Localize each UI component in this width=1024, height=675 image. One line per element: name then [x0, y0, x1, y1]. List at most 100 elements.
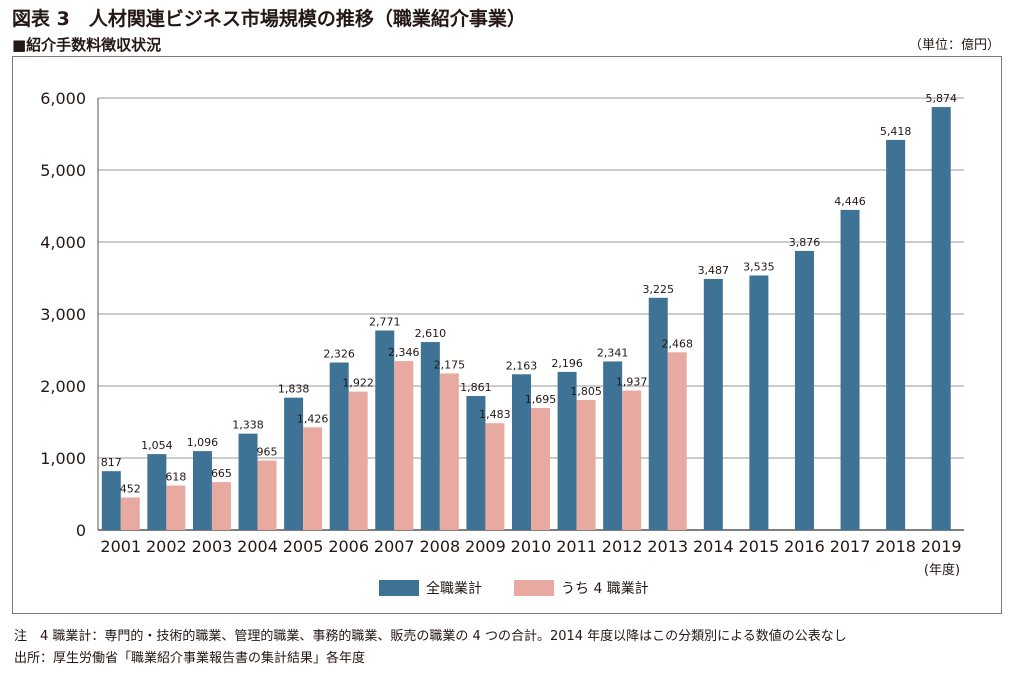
- bar-four-2008: [439, 373, 459, 530]
- x-tick-label: 2016: [784, 537, 825, 556]
- bar-all-2002: [147, 454, 167, 530]
- data-label-four: 665: [211, 467, 232, 480]
- data-label-four: 1,426: [297, 412, 329, 425]
- data-label-all: 2,341: [597, 346, 629, 359]
- data-label-four: 618: [165, 471, 186, 484]
- bar-four-2007: [394, 361, 414, 530]
- data-label-all: 2,163: [506, 359, 538, 372]
- bar-all-2008: [420, 342, 440, 530]
- y-tick-label: 6,000: [40, 89, 86, 108]
- x-tick-label: 2002: [146, 537, 187, 556]
- y-tick-label: 2,000: [40, 377, 86, 396]
- bar-all-2016: [794, 250, 814, 531]
- data-label-four: 2,468: [661, 337, 693, 350]
- x-tick-label: 2015: [739, 537, 780, 556]
- bar-all-2011: [557, 371, 577, 530]
- data-label-all: 2,771: [369, 315, 401, 328]
- x-tick-label: 2005: [283, 537, 324, 556]
- data-label-all: 3,535: [743, 260, 775, 273]
- bar-four-2012: [622, 390, 642, 530]
- data-label-all: 3,225: [642, 283, 674, 296]
- y-tick-label: 5,000: [40, 161, 86, 180]
- x-tick-label: 2003: [192, 537, 233, 556]
- y-tick-labels: 0 1,000 2,000 3,000 4,000 5,000 6,000: [40, 89, 86, 540]
- legend-label-all: 全職業計: [426, 580, 482, 597]
- data-label-all: 2,196: [551, 357, 583, 370]
- bar-all-2003: [192, 451, 212, 530]
- chart-frame: [12, 56, 1002, 614]
- data-label-four: 2,175: [434, 358, 466, 371]
- legend-swatch-all: [379, 580, 419, 596]
- data-label-all: 2,326: [323, 348, 355, 361]
- data-label-all: 4,446: [834, 195, 866, 208]
- bar-four-2001: [120, 497, 140, 530]
- y-tick-label: 3,000: [40, 305, 86, 324]
- data-label-four: 1,805: [570, 385, 602, 398]
- bar-all-2013: [648, 297, 668, 530]
- data-label-all: 5,418: [880, 125, 912, 138]
- bar-all-2019: [931, 107, 951, 531]
- data-label-all: 3,876: [789, 236, 821, 249]
- data-label-all: 2,610: [415, 327, 447, 340]
- data-label-all: 1,861: [460, 381, 492, 394]
- bar-all-2007: [375, 330, 395, 530]
- x-tick-label: 2017: [830, 537, 871, 556]
- data-label-all: 3,487: [698, 264, 730, 277]
- source-note: 出所：厚生労働省「職業紹介事業報告書の集計結果」各年度: [14, 651, 366, 666]
- data-label-all: 1,054: [141, 439, 173, 452]
- bar-four-2010: [531, 407, 550, 530]
- bar-four-2003: [211, 482, 231, 530]
- bar-all-2014: [703, 278, 723, 530]
- x-tick-label: 2014: [693, 537, 734, 556]
- x-tick-label: 2009: [465, 537, 506, 556]
- figure-title: 図表 3 人材関連ビジネス市場規模の推移（職業紹介事業）: [12, 8, 526, 30]
- data-label-all: 1,096: [187, 436, 219, 449]
- y-tick-label: 4,000: [40, 233, 86, 252]
- bar-all-2010: [512, 374, 531, 530]
- bar-four-2006: [348, 391, 368, 530]
- x-axis-label: (年度): [924, 562, 960, 578]
- bar-four-2005: [303, 427, 323, 530]
- data-label-four: 2,346: [388, 346, 420, 359]
- x-tick-label: 2006: [328, 537, 369, 556]
- bar-all-2009: [466, 396, 486, 530]
- x-tick-label: 2019: [921, 537, 962, 556]
- y-tick-label: 0: [76, 521, 86, 540]
- bar-four-2013: [667, 352, 687, 530]
- data-label-all: 1,838: [278, 383, 310, 396]
- footnote: 注 4 職業計：専門的・技術的職業、管理的職業、事務的職業、販売の職業の 4 つ…: [14, 629, 847, 644]
- bars: [101, 107, 951, 531]
- grid-lines: [98, 97, 964, 459]
- data-label-all: 1,338: [232, 419, 264, 432]
- data-label-four: 452: [120, 482, 141, 495]
- x-tick-label: 2001: [100, 537, 141, 556]
- bar-four-2002: [166, 485, 186, 530]
- legend: 全職業計 うち 4 職業計: [379, 580, 649, 597]
- data-label-four: 1,922: [342, 377, 374, 390]
- unit-label: （単位：億円）: [908, 38, 1000, 53]
- bar-all-2005: [284, 397, 304, 530]
- y-tick-label: 1,000: [40, 449, 86, 468]
- data-label-four: 1,695: [525, 393, 557, 406]
- bar-all-2004: [238, 433, 258, 530]
- data-label-all: 5,874: [925, 92, 957, 105]
- data-labels: 817 452 1,054 618 1,096 665 1,338 965 1,838 1,426…: [101, 92, 957, 495]
- x-tick-label: 2004: [237, 537, 278, 556]
- data-label-four: 965: [257, 446, 278, 459]
- bar-all-2017: [840, 209, 860, 530]
- chart-subtitle: ■紹介手数料徴収状況: [12, 36, 162, 54]
- bar-four-2004: [257, 460, 277, 530]
- x-tick-labels: 2001 2002 2003 2004 2005 2006 2007 2008 2009 2010…: [100, 537, 961, 556]
- x-tick-label: 2013: [647, 537, 688, 556]
- x-tick-label: 2012: [602, 537, 643, 556]
- data-label-all: 817: [101, 456, 122, 469]
- bar-all-2018: [886, 139, 906, 530]
- bar-four-2009: [485, 423, 505, 530]
- bar-all-2012: [603, 361, 623, 530]
- data-label-four: 1,937: [616, 376, 648, 389]
- x-tick-label: 2011: [556, 537, 597, 556]
- legend-label-four: うち 4 職業計: [561, 581, 649, 597]
- bar-all-2001: [101, 471, 121, 530]
- x-tick-label: 2007: [374, 537, 415, 556]
- data-label-four: 1,483: [479, 408, 511, 421]
